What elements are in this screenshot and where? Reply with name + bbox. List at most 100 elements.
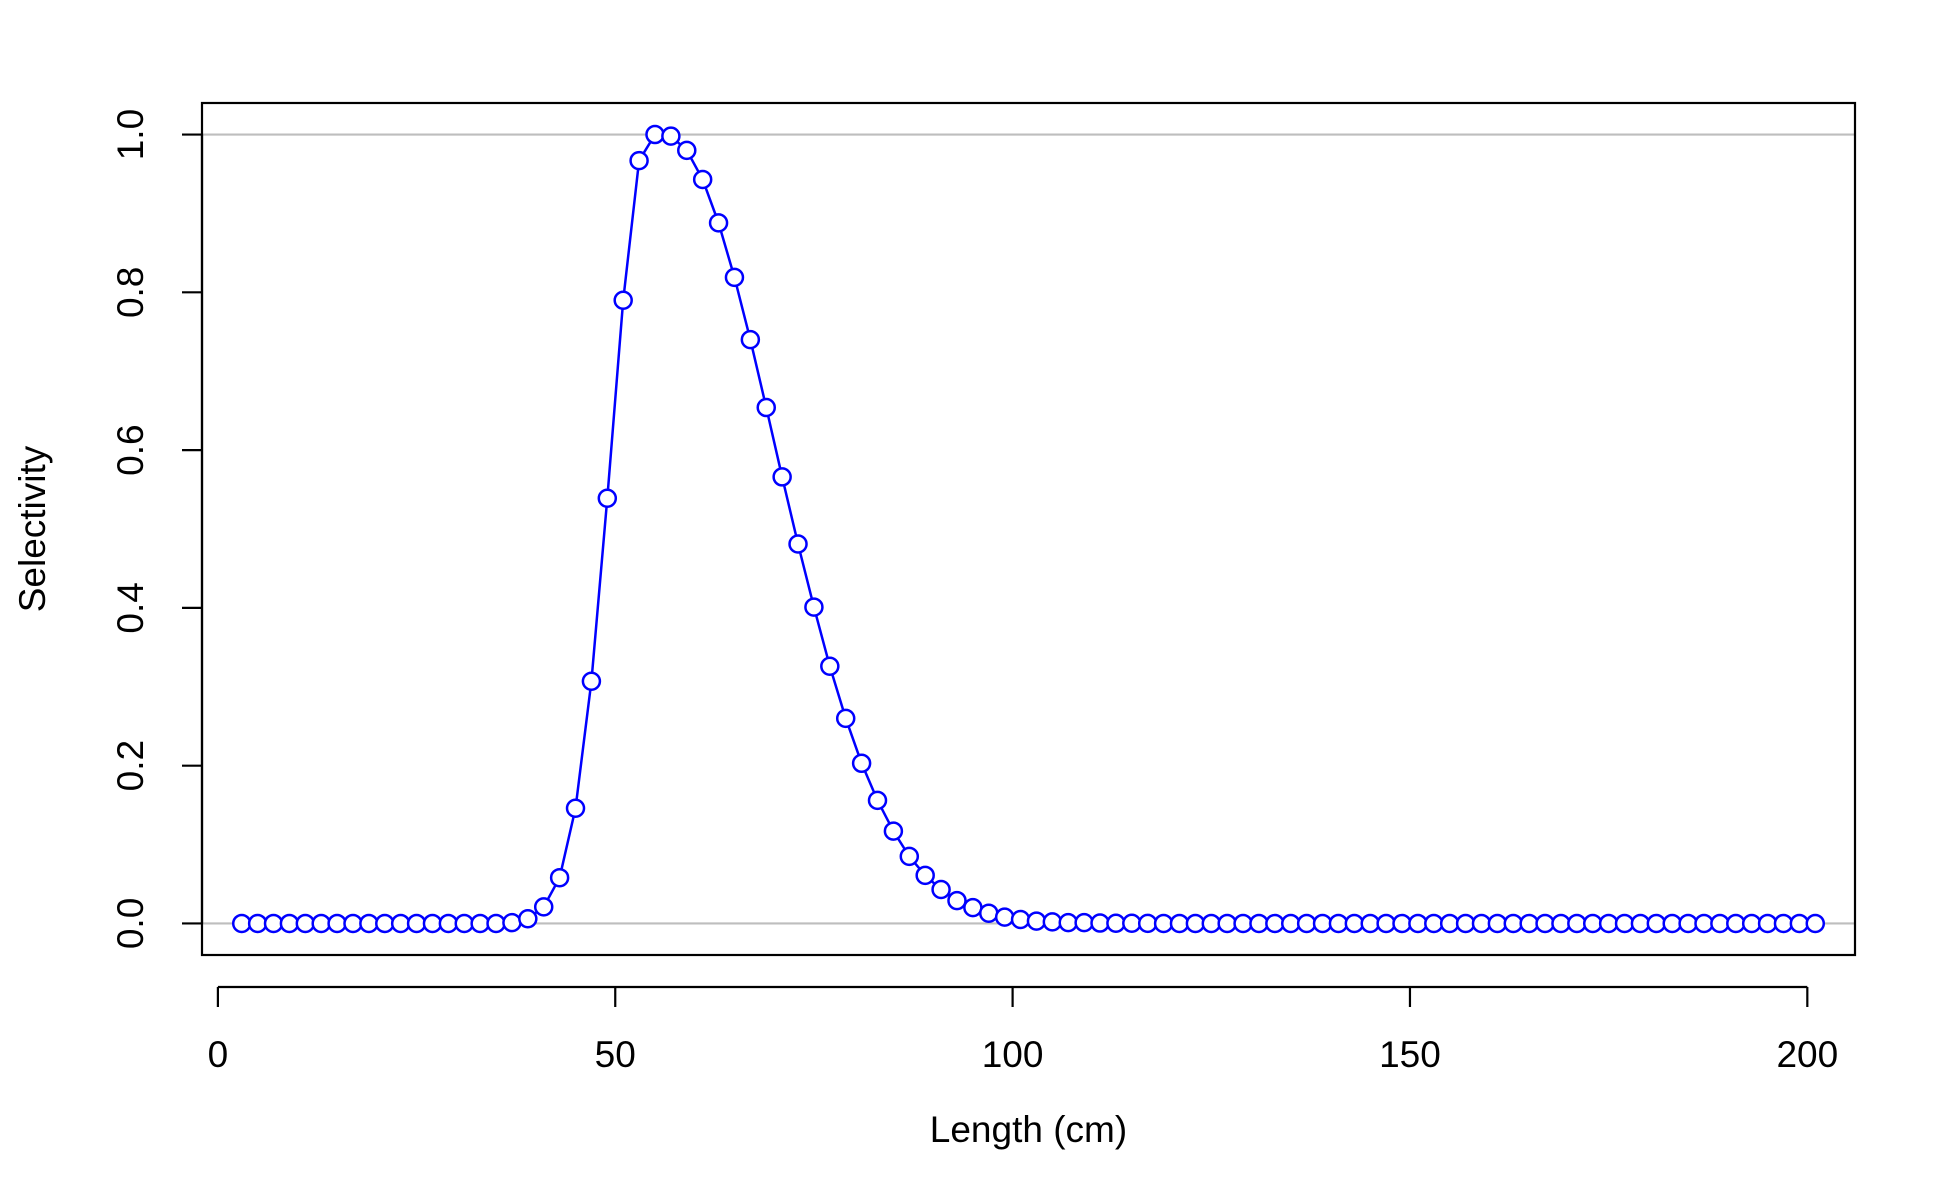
data-point: [1567, 913, 1587, 934]
data-point: [1153, 913, 1174, 934]
data-point: [502, 912, 522, 933]
data-point: [1439, 913, 1460, 934]
data-point: [390, 913, 411, 934]
data-point: [1710, 913, 1730, 934]
data-point: [1471, 913, 1492, 934]
data-point: [1090, 913, 1110, 933]
data-point: [979, 903, 999, 923]
data-point: [1233, 913, 1253, 934]
data-point: [1185, 913, 1206, 934]
data-point: [343, 913, 363, 934]
y-tick-label: 1.0: [110, 109, 151, 160]
data-point: [549, 867, 570, 888]
data-point: [1630, 913, 1651, 934]
data-point: [422, 913, 443, 934]
data-point: [947, 890, 967, 911]
data-point: [1662, 913, 1682, 934]
data-point: [1201, 913, 1222, 934]
data-point: [1678, 913, 1698, 934]
data-point: [597, 488, 618, 508]
x-tick-label: 50: [595, 1034, 636, 1075]
data-point: [661, 126, 681, 146]
data-point: [835, 708, 856, 729]
data-point: [1360, 913, 1380, 934]
data-point: [263, 913, 284, 934]
data-point: [1122, 913, 1142, 934]
data-point: [1535, 913, 1555, 934]
data-point: [820, 656, 840, 677]
data-point: [247, 913, 268, 934]
data-point: [1503, 913, 1524, 934]
data-point: [1042, 912, 1063, 932]
data-point: [883, 821, 904, 841]
data-point: [1376, 913, 1396, 934]
data-point: [1137, 913, 1158, 934]
y-tick-label: 0.2: [110, 740, 151, 791]
data-point: [1344, 913, 1365, 934]
data-point: [1217, 913, 1237, 934]
data-point: [1026, 911, 1047, 931]
y-tick-label: 0.8: [110, 267, 151, 318]
data-point: [1694, 913, 1714, 934]
data-point: [994, 907, 1015, 927]
data-point: [1805, 913, 1826, 934]
data-point: [629, 150, 649, 171]
data-point: [756, 397, 776, 418]
data-point: [1455, 913, 1476, 934]
data-point: [788, 534, 808, 554]
y-axis-label: Selectivity: [12, 445, 53, 612]
x-tick-label: 0: [208, 1034, 229, 1075]
data-point: [1408, 913, 1428, 934]
data-point: [1296, 913, 1317, 934]
data-point: [1726, 913, 1746, 934]
data-point: [518, 908, 538, 929]
data-point: [931, 879, 951, 900]
data-point: [279, 913, 300, 934]
data-point: [1106, 913, 1126, 933]
data-point: [406, 913, 427, 934]
data-point: [1646, 913, 1667, 934]
y-tick-label: 0.4: [110, 582, 151, 633]
data-point: [1519, 913, 1539, 934]
data-point: [1551, 913, 1571, 934]
data-point: [1058, 912, 1078, 933]
data-point: [1582, 913, 1603, 934]
data-point: [899, 846, 920, 867]
data-point: [804, 597, 824, 617]
series-layer: [231, 124, 1826, 934]
data-point: [1074, 912, 1094, 933]
y-tick-label: 0.6: [110, 424, 151, 475]
data-point: [963, 897, 983, 918]
data-point: [295, 913, 316, 934]
x-tick-label: 100: [982, 1034, 1044, 1075]
data-point: [1328, 913, 1349, 934]
data-point: [438, 913, 459, 934]
data-point: [375, 913, 395, 934]
x-axis: 0 50 100 150 200: [208, 985, 1838, 1075]
data-point: [1487, 913, 1508, 934]
data-point: [613, 290, 633, 310]
data-point: [645, 124, 665, 145]
data-point: [1598, 913, 1619, 934]
data-point: [851, 753, 872, 774]
data-point: [470, 913, 490, 934]
data-point: [1169, 913, 1190, 934]
data-point: [1249, 913, 1269, 934]
data-point: [1010, 909, 1031, 930]
data-point: [565, 798, 586, 819]
x-axis-label: Length (cm): [930, 1109, 1127, 1150]
data-point: [915, 865, 935, 886]
data-point: [724, 267, 745, 288]
data-point: [1741, 913, 1762, 934]
data-point: [581, 671, 602, 692]
data-point: [533, 897, 554, 917]
x-tick-label: 150: [1379, 1034, 1441, 1075]
data-point: [1614, 913, 1635, 934]
data-point: [740, 329, 761, 350]
data-point: [311, 913, 331, 934]
data-point: [327, 913, 347, 934]
data-point: [359, 913, 379, 934]
data-point: [1392, 913, 1412, 934]
